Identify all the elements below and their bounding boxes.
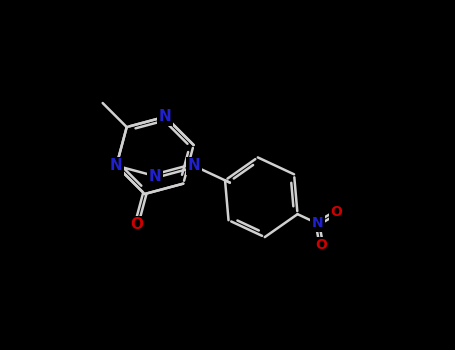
- Text: O: O: [331, 205, 343, 219]
- Text: N: N: [149, 169, 162, 183]
- Text: N: N: [110, 158, 123, 173]
- Text: N: N: [312, 216, 324, 230]
- Text: N: N: [187, 158, 200, 173]
- Text: O: O: [315, 238, 327, 252]
- Text: O: O: [130, 217, 143, 232]
- Text: N: N: [159, 109, 172, 124]
